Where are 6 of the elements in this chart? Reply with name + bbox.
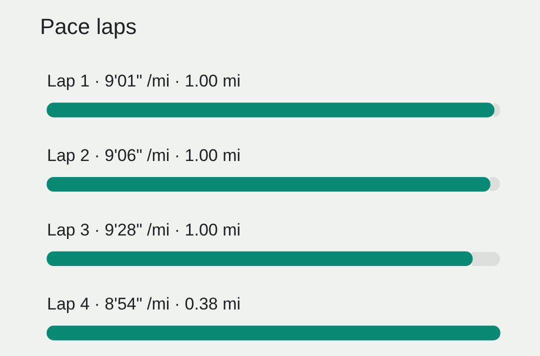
- chart-title: Pace laps: [40, 14, 137, 40]
- y-tick-label: Lap 1 · 9'01" /mi · 1.00 mi: [47, 72, 241, 91]
- y-tick-label: Lap 2 · 9'06" /mi · 1.00 mi: [47, 146, 241, 166]
- bar: [46, 326, 500, 340]
- y-tick-label: Lap 3 · 9'28" /mi · 1.00 mi: [47, 220, 241, 240]
- y-tick-label: Lap 4 · 8'54" /mi · 0.38 mi: [47, 294, 241, 314]
